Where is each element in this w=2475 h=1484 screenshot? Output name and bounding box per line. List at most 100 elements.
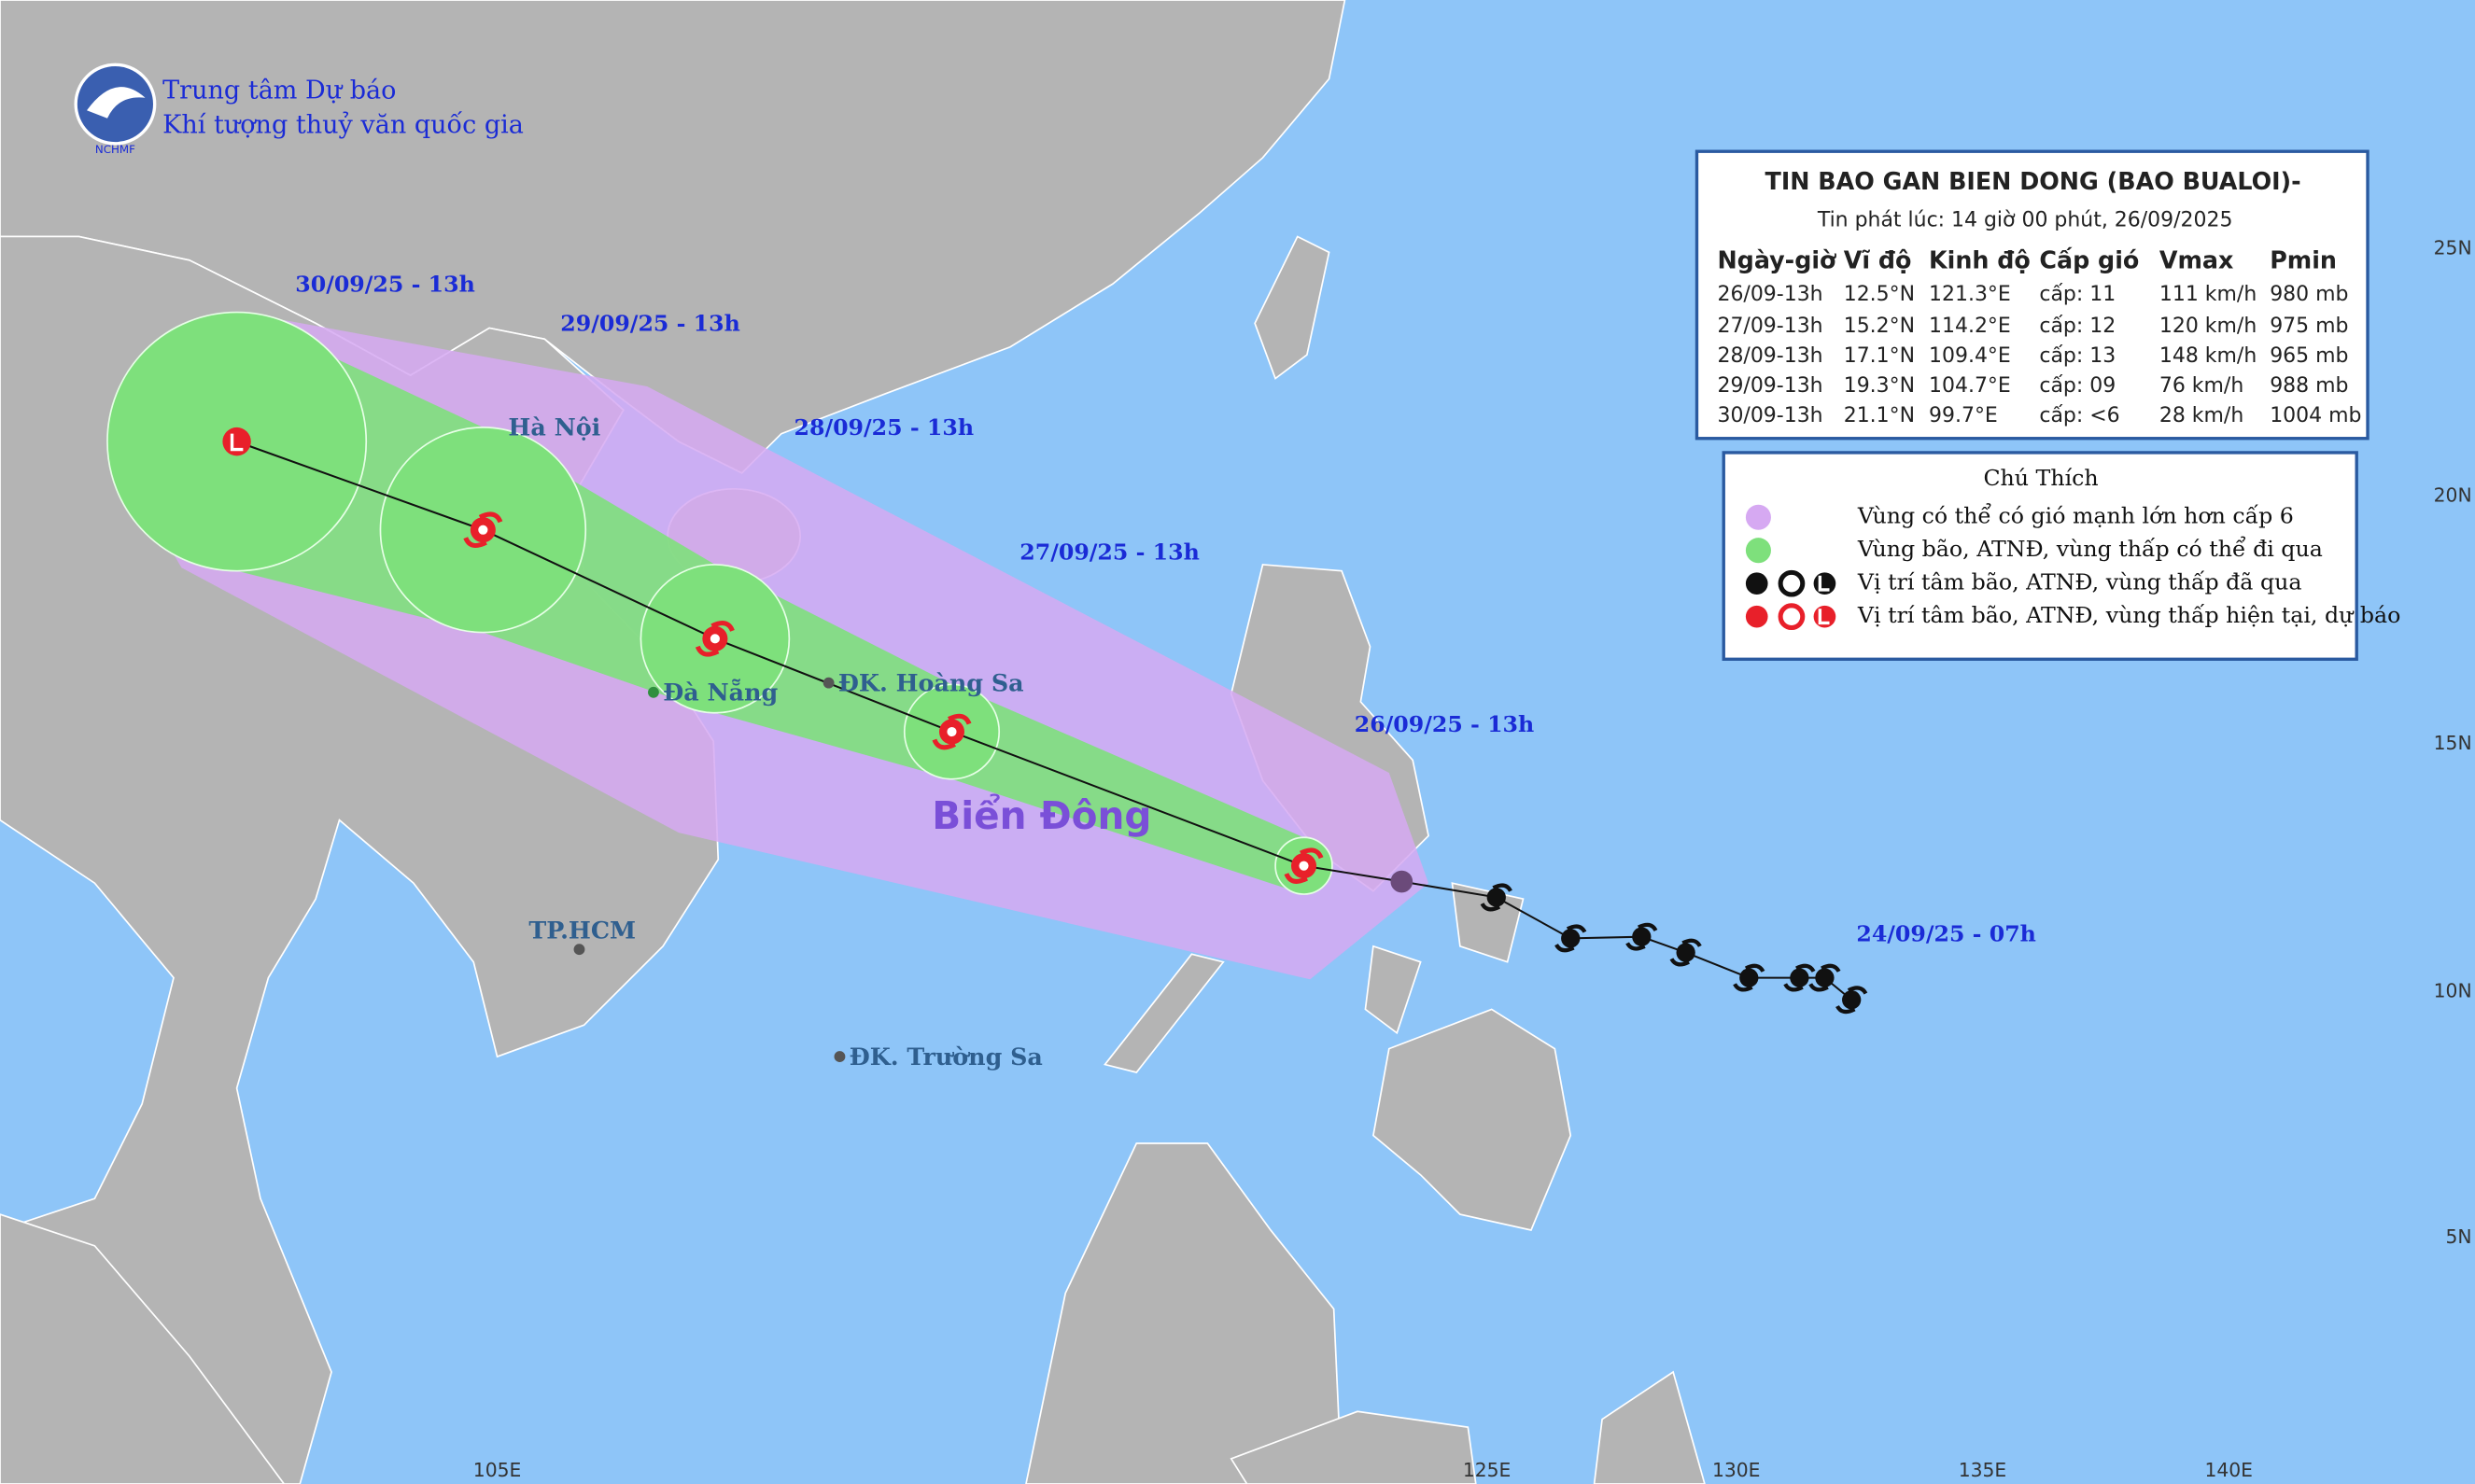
legend-item: Vùng bão, ATNĐ, vùng thấp có thể đi qua	[1857, 535, 2323, 562]
place-dot	[648, 686, 659, 698]
forecast-position	[1284, 847, 1324, 884]
forecast-position	[695, 621, 735, 657]
table-cell: 148 km/h	[2159, 344, 2257, 368]
table-cell: 965 mb	[2270, 344, 2348, 368]
org-line: Khí tượng thuỷ văn quốc gia	[162, 111, 524, 140]
storm-positions	[222, 427, 1868, 1015]
table-cell: cấp: 09	[2039, 374, 2116, 398]
lat-label: 5N	[2446, 1225, 2472, 1248]
typhoon-icon	[1632, 927, 1652, 946]
table-cell: cấp: 12	[2039, 315, 2116, 338]
time-label: 24/09/25 - 07h	[1856, 920, 2036, 946]
lat-label: 10N	[2434, 979, 2472, 1001]
place-dot	[573, 944, 585, 956]
table-cell: 121.3°E	[1929, 283, 2011, 306]
past-position	[1554, 924, 1587, 953]
bulletin-issued: Tin phát lúc: 14 giờ 00 phút, 26/09/2025	[1817, 209, 2233, 232]
typhoon-eye	[478, 525, 488, 535]
lon-label: 140E	[2204, 1459, 2253, 1481]
org-line: Trung tâm Dự báo	[162, 77, 396, 105]
low-letter	[230, 433, 244, 452]
lat-label: 15N	[2434, 732, 2472, 754]
typhoon-tail	[1808, 963, 1841, 992]
typhoon-icon	[1842, 990, 1862, 1010]
typhoon-eye	[1299, 861, 1309, 871]
past-position	[1835, 986, 1868, 1015]
typhoon-tail	[932, 713, 972, 750]
place-label: ĐK. Hoàng Sa	[838, 668, 1024, 696]
legend-item: Vị trí tâm bão, ATNĐ, vùng thấp đã qua	[1857, 569, 2302, 595]
place-dot	[834, 1051, 846, 1063]
table-cell: 104.7°E	[1929, 374, 2011, 398]
lon-label: 125E	[1463, 1459, 1512, 1481]
table-cell: cấp: <6	[2039, 404, 2119, 427]
table-cell: 17.1°N	[1844, 344, 1915, 368]
time-label: 29/09/25 - 13h	[560, 311, 740, 337]
table-cell: 120 km/h	[2159, 315, 2257, 338]
table-cell: cấp: 11	[2039, 283, 2116, 306]
column-header: Vmax	[2159, 245, 2234, 273]
legend-items: Vùng có thể có gió mạnh lớn hơn cấp 6 Vùn…	[1857, 502, 2400, 628]
time-label: 30/09/25 - 13h	[295, 271, 475, 297]
typhoon-tail	[695, 621, 735, 657]
legend-box: Chú Thích Vùng có thể có gió mạnh lớn hơ…	[1722, 451, 2400, 661]
logo-caption: NCHMF	[95, 143, 135, 156]
table-cell: 980 mb	[2270, 283, 2348, 306]
place-label: TP.HCM	[528, 917, 636, 945]
past-position	[1783, 963, 1816, 992]
column-header: Cấp gió	[2039, 245, 2139, 273]
forecast-position	[463, 511, 503, 549]
table-cell: 19.3°N	[1844, 374, 1915, 398]
legend-item: Vị trí tâm bão, ATNĐ, vùng thấp hiện tại…	[1857, 602, 2400, 628]
table-cell: 30/09-13h	[1717, 404, 1822, 427]
table-cell: 76 km/h	[2159, 374, 2243, 398]
table-cell: cấp: 13	[2039, 344, 2116, 368]
sea-label: Biển Đông	[932, 793, 1151, 838]
table-cell: 988 mb	[2270, 374, 2348, 398]
place-label: Đà Nẵng	[663, 677, 778, 706]
typhoon-tail	[463, 511, 503, 549]
typhoon-tail	[1480, 883, 1512, 912]
typhoon-icon	[1561, 929, 1581, 948]
typhoon-icon	[1790, 968, 1809, 987]
column-header: Kinh độ	[1929, 245, 2031, 273]
bulletin-box: TIN BAO GAN BIEN DONG (BAO BUALOI)- Tin …	[1695, 149, 2370, 441]
table-cell: 111 km/h	[2159, 283, 2257, 306]
typhoon-tail	[1835, 986, 1868, 1015]
column-header: Pmin	[2270, 245, 2337, 273]
time-label: 27/09/25 - 13h	[1020, 539, 1200, 566]
table-cell: 99.7°E	[1929, 404, 1998, 427]
time-label: 28/09/25 - 13h	[795, 414, 975, 441]
low-center	[1390, 870, 1413, 893]
typhoon-tail	[1625, 922, 1658, 951]
legend-title: Chú Thích	[1983, 465, 2098, 491]
past-position	[1390, 870, 1413, 893]
table-cell: 28 km/h	[2159, 404, 2243, 427]
lat-label: 25N	[2434, 236, 2472, 259]
past-position	[1733, 963, 1765, 992]
past-position	[1669, 938, 1702, 967]
typhoon-eye	[947, 726, 957, 737]
typhoon-tail	[1783, 963, 1816, 992]
typhoon-icon	[1676, 943, 1695, 962]
past-position	[1625, 922, 1658, 951]
table-cell: 109.4°E	[1929, 344, 2011, 368]
place-dot	[823, 677, 835, 689]
low-icon	[222, 427, 251, 456]
column-header: Ngày-giờ	[1717, 245, 1836, 273]
logo: NCHMF Trung tâm Dự báo Khí tượng thuỷ vă…	[74, 63, 524, 156]
lon-label: 135E	[1959, 1459, 2007, 1481]
table-cell: 27/09-13h	[1717, 315, 1822, 338]
typhoon-icon	[1815, 968, 1835, 987]
table-cell: 114.2°E	[1929, 315, 2011, 338]
typhoon-eye	[710, 634, 720, 644]
past-position	[1480, 883, 1512, 912]
map-labels: 30/09/25 - 13h 29/09/25 - 13h 28/09/25 - 1…	[295, 236, 2471, 1481]
bulletin-title: TIN BAO GAN BIEN DONG (BAO BUALOI)-	[1765, 167, 2301, 195]
table-cell: 15.2°N	[1844, 315, 1915, 338]
past-position	[1808, 963, 1841, 992]
table-cell: 1004 mb	[2270, 404, 2361, 427]
typhoon-icon	[1486, 888, 1506, 907]
table-cell: 29/09-13h	[1717, 374, 1822, 398]
table-cell: 975 mb	[2270, 315, 2348, 338]
